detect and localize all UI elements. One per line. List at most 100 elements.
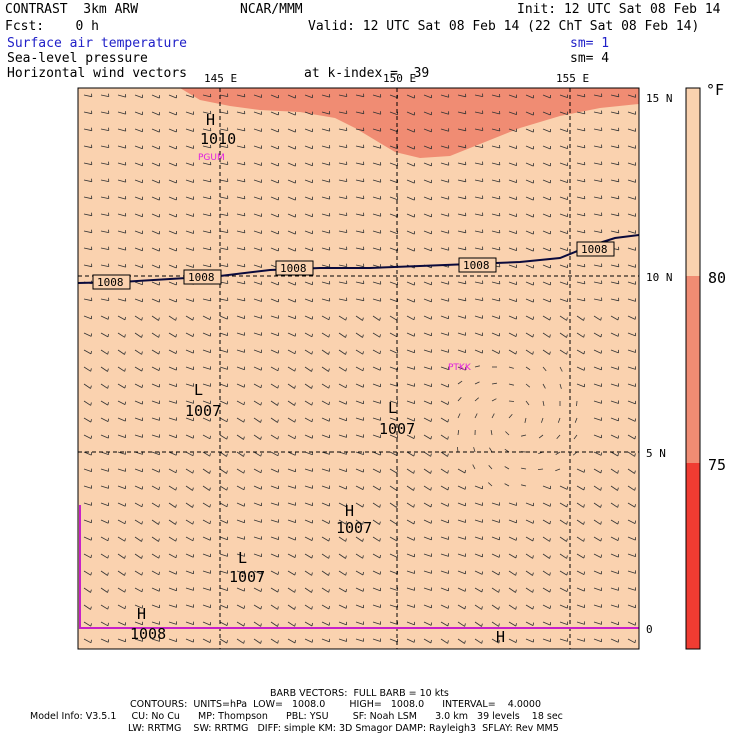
wind-barb — [168, 281, 177, 286]
wind-barb — [253, 145, 262, 149]
wind-barb — [253, 196, 262, 200]
wind-barb — [134, 128, 143, 133]
wind-barb — [236, 128, 245, 132]
wind-barb — [355, 298, 364, 302]
wind-barb-flag — [243, 436, 245, 440]
lon-label: 145 E — [204, 72, 237, 85]
wind-barb — [576, 162, 585, 166]
wind-barb-flag — [294, 402, 296, 406]
wind-barb — [440, 213, 449, 217]
wind-barb-flag — [447, 401, 449, 405]
wind-barb — [457, 485, 466, 490]
wind-barb — [185, 434, 194, 439]
wind-barb — [559, 315, 567, 321]
wind-barb — [185, 366, 194, 370]
wind-barb — [219, 485, 228, 491]
wind-barb — [83, 315, 92, 320]
wind-barb — [338, 570, 346, 576]
wind-barb — [576, 264, 585, 268]
wind-barb — [321, 179, 330, 183]
wind-barb — [202, 587, 211, 591]
wind-barb — [355, 196, 364, 200]
wind-barb — [304, 553, 313, 559]
wind-barb — [219, 298, 228, 301]
wind-barb-flag — [549, 572, 551, 576]
wind-barb-flag — [532, 606, 534, 610]
wind-barb — [610, 434, 619, 439]
wind-barb — [627, 111, 636, 115]
wind-barb — [627, 621, 636, 626]
wind-barb — [287, 468, 296, 473]
wind-barb — [389, 383, 398, 387]
wind-barb — [219, 468, 227, 474]
wind-barb — [355, 570, 364, 576]
isobar-label: 1008 — [576, 241, 615, 257]
wind-barb — [100, 434, 109, 439]
wind-barb — [610, 349, 619, 354]
wind-barb — [525, 502, 534, 507]
wind-barb-flag — [294, 606, 296, 610]
wind-barb — [406, 196, 415, 201]
wind-barb — [236, 485, 245, 491]
wind-barb — [627, 400, 636, 405]
high-center-marker: H — [206, 111, 215, 129]
wind-barb-flag — [498, 589, 500, 593]
wind-barb — [627, 383, 636, 387]
wind-barb — [202, 315, 211, 320]
wind-barb-flag — [260, 469, 262, 473]
wind-barb — [202, 94, 211, 98]
wind-barb — [524, 417, 527, 423]
wind-barb — [151, 247, 160, 252]
wind-barb — [627, 349, 636, 353]
wind-barb — [372, 128, 381, 132]
wind-barb — [542, 213, 551, 218]
wind-barb — [185, 587, 194, 591]
wind-barb — [219, 111, 228, 114]
wind-barb-flag — [107, 402, 109, 406]
wind-barb-flag — [294, 623, 296, 627]
wind-barb — [542, 111, 551, 116]
wind-barb-flag — [413, 453, 415, 457]
wind-barb — [355, 264, 364, 268]
wind-barb — [593, 94, 602, 97]
wind-barb-flag — [90, 402, 92, 406]
wind-barb — [372, 434, 381, 438]
wind-barb-flag — [583, 504, 585, 508]
wind-barb-flag — [243, 453, 245, 457]
wind-barb — [304, 451, 313, 456]
wind-barb — [321, 145, 330, 149]
wind-barb — [253, 128, 262, 132]
wind-barb — [168, 553, 177, 559]
wind-barb — [593, 383, 602, 387]
wind-barb — [457, 230, 466, 234]
wind-barb — [542, 366, 547, 372]
wind-barb — [236, 638, 244, 644]
wind-barb — [100, 128, 109, 131]
wind-barb — [202, 502, 211, 508]
wind-barb-flag — [447, 419, 449, 423]
wind-barb-flag — [158, 521, 160, 525]
wind-barb-flag — [379, 538, 381, 542]
wind-barb — [151, 162, 160, 167]
wind-barb-flag — [311, 418, 313, 422]
wind-barb — [253, 417, 261, 423]
wind-barb — [100, 264, 109, 267]
wind-barb — [488, 465, 493, 470]
wind-barb — [406, 366, 415, 370]
wind-barb-flag — [277, 419, 279, 423]
wind-barb — [508, 413, 513, 419]
wind-barb — [525, 247, 534, 252]
wind-barb — [236, 587, 245, 592]
wind-barb — [372, 485, 381, 491]
wind-barb — [117, 230, 126, 234]
wind-barb — [542, 349, 550, 355]
wind-barb — [168, 587, 177, 592]
wind-barb-flag — [379, 317, 381, 321]
wind-barb — [542, 162, 551, 167]
wind-barb-flag — [107, 622, 109, 626]
wind-barb-flag — [328, 572, 330, 576]
wind-barb — [559, 230, 568, 234]
wind-barb-flag — [430, 487, 432, 491]
wind-barb — [100, 111, 109, 114]
wind-barb-flag — [430, 503, 432, 508]
